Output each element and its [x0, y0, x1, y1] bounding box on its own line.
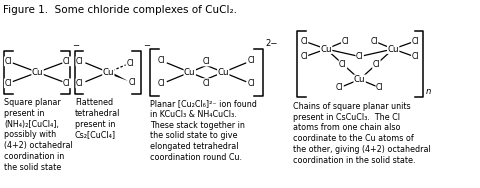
Text: −: − — [72, 41, 80, 50]
Text: Cl: Cl — [372, 60, 380, 69]
Polygon shape — [106, 72, 128, 81]
Text: Cl: Cl — [76, 57, 84, 66]
Text: Cu: Cu — [217, 68, 229, 77]
Text: Cl: Cl — [411, 52, 419, 61]
Text: Cl: Cl — [356, 52, 363, 61]
Text: Cl: Cl — [411, 37, 419, 46]
Text: Cl: Cl — [203, 79, 210, 88]
Text: Cu: Cu — [321, 45, 332, 54]
Text: n: n — [426, 87, 432, 96]
Text: Cl: Cl — [129, 78, 136, 87]
Text: Cl: Cl — [370, 37, 378, 46]
Text: Cl: Cl — [336, 83, 343, 92]
Text: Cu: Cu — [387, 45, 399, 54]
Text: −: − — [144, 41, 150, 50]
Text: Cl: Cl — [63, 79, 71, 88]
Text: Cl: Cl — [300, 52, 308, 61]
Text: Figure 1.  Some chloride complexes of CuCl₂.: Figure 1. Some chloride complexes of CuC… — [3, 5, 237, 15]
Text: Cu: Cu — [184, 68, 195, 77]
Text: Cu: Cu — [103, 68, 114, 77]
Text: Cl: Cl — [248, 56, 255, 65]
Text: Chains of square planar units
present in CsCuCl₃.  The Cl
atoms from one chain a: Chains of square planar units present in… — [293, 102, 431, 164]
Text: Cl: Cl — [76, 79, 84, 88]
Text: 2−: 2− — [265, 39, 278, 48]
Text: Cl: Cl — [248, 79, 255, 88]
Text: Cu: Cu — [32, 68, 43, 77]
Text: Cl: Cl — [4, 79, 12, 88]
Text: Cl: Cl — [339, 60, 347, 69]
Text: Cl: Cl — [158, 56, 166, 65]
Text: Cl: Cl — [4, 57, 12, 66]
Text: Cl: Cl — [126, 59, 134, 68]
Text: Planar [Cu₂Cl₆]²⁻ ion found
in KCuCl₃ & NH₄CuCl₃.
These stack together in
the so: Planar [Cu₂Cl₆]²⁻ ion found in KCuCl₃ & … — [150, 99, 257, 162]
Text: Cl: Cl — [341, 37, 349, 46]
Text: Cu: Cu — [354, 75, 365, 84]
Text: Cl: Cl — [300, 37, 308, 46]
Text: Cl: Cl — [376, 83, 384, 92]
Text: Cl: Cl — [158, 79, 166, 88]
Text: Cl: Cl — [63, 57, 71, 66]
Text: Flattened
tetrahedral
present in
Cs₂[CuCl₄]: Flattened tetrahedral present in Cs₂[CuC… — [75, 98, 120, 139]
Text: Cl: Cl — [203, 57, 210, 66]
Text: Square planar
present in
(NH₄)₂[CuCl₄],
possibly with
(4+2) octahedral
coordinat: Square planar present in (NH₄)₂[CuCl₄], … — [4, 98, 73, 172]
